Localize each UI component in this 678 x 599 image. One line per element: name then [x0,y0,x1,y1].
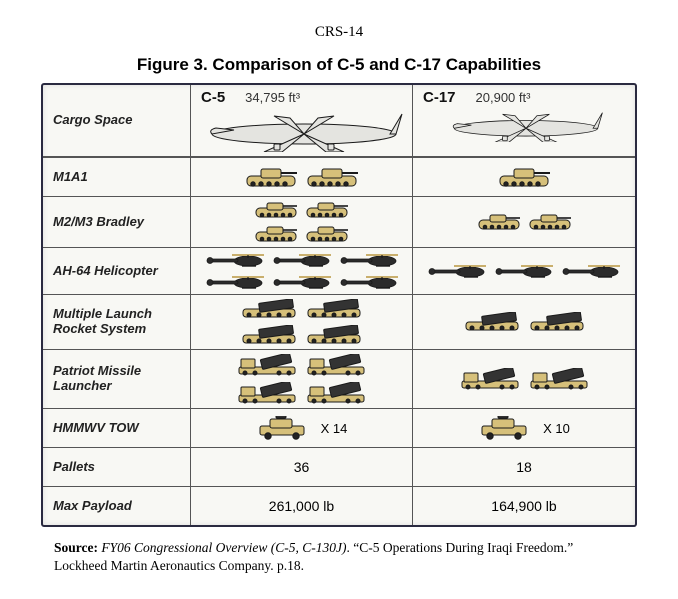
col-header-c5: C-5 34,795 ft³ [191,85,413,157]
icon-group [476,213,573,231]
text-value: 164,900 lb [419,498,629,514]
patriot-icon [304,354,368,376]
icon-group [243,166,360,188]
source-italic: FY06 Congressional Overview (C-5, C-130J… [101,540,346,555]
cell-bradley-c5 [191,197,413,247]
text-value: 261,000 lb [197,498,406,514]
count-label: X 10 [543,421,570,436]
patriot-icon [235,382,299,404]
mlrs-icon [239,299,299,319]
text-value: 36 [197,459,406,475]
aircraft-icon [204,108,404,152]
mlrs-icon [304,325,364,345]
cell-pallets-c17: 18 [413,448,635,486]
mlrs-icon [527,312,587,332]
text-value: 18 [419,459,629,475]
row-label: M1A1 [43,158,191,196]
col-header-c17: C-17 20,900 ft³ [413,85,635,157]
cell-payload-c5: 261,000 lb [191,487,413,525]
cell-bradley-c17 [413,197,635,247]
row-m1a1: M1A1 [43,157,635,196]
helicopter-icon [560,263,622,279]
comparison-chart: Cargo Space C-5 34,795 ft³ C-17 20,900 f… [41,83,637,527]
row-ah64: AH-64 Helicopter [43,247,635,294]
helicopter-icon [204,274,266,290]
cell-ah64-c5 [191,248,413,294]
row-label: AH-64 Helicopter [43,248,191,294]
row-patriot: Patriot Missile Launcher [43,349,635,408]
helicopter-icon [271,252,333,268]
helicopter-icon [338,274,400,290]
icon-group [232,299,372,345]
helicopter-icon [271,274,333,290]
cell-payload-c17: 164,900 lb [413,487,635,525]
row-mlrs: Multiple Launch Rocket System [43,294,635,349]
count-label: X 14 [321,421,348,436]
icon-group [496,166,552,188]
icon-group [458,368,591,390]
page-header: CRS-14 [32,24,646,41]
icon-group [232,354,372,404]
patriot-icon [527,368,591,390]
helicopter-icon [204,252,266,268]
mlrs-icon [462,312,522,332]
source-citation: Source: FY06 Congressional Overview (C-5… [32,539,646,575]
source-lead: Source: [54,540,98,555]
cell-mlrs-c17 [413,295,635,349]
row-label: M2/M3 Bradley [43,197,191,247]
helicopter-icon [426,263,488,279]
row-label: HMMWV TOW [43,409,191,447]
bradley-icon [253,201,299,219]
row-label: Max Payload [43,487,191,525]
icon-group [232,201,372,243]
row-label: Pallets [43,448,191,486]
cell-patriot-c17 [413,350,635,408]
row-label: Multiple Launch Rocket System [43,295,191,349]
tank-icon [496,166,552,188]
bradley-icon [476,213,522,231]
hmmwv-icon [478,416,530,440]
bradley-icon [304,201,350,219]
figure-title: Figure 3. Comparison of C-5 and C-17 Cap… [32,55,646,75]
patriot-icon [458,368,522,390]
cell-ah64-c17 [413,248,635,294]
cell-patriot-c5 [191,350,413,408]
cell-m1a1-c5 [191,158,413,196]
header-row: Cargo Space C-5 34,795 ft³ C-17 20,900 f… [43,85,635,157]
icon-group [426,263,622,279]
tank-icon [243,166,299,188]
tank-icon [304,166,360,188]
bradley-icon [304,225,350,243]
mlrs-icon [239,325,299,345]
row-label: Cargo Space [43,85,191,157]
row-pallets: Pallets 36 18 [43,447,635,486]
aircraft-name: C-17 [423,89,456,106]
aircraft-icon [448,108,604,142]
cell-hmmwv-c5: X 14 [191,409,413,447]
bradley-icon [527,213,573,231]
mlrs-icon [304,299,364,319]
cell-hmmwv-c17: X 10 [413,409,635,447]
row-bradley: M2/M3 Bradley [43,196,635,247]
bradley-icon [253,225,299,243]
hmmwv-icon [256,416,308,440]
row-payload: Max Payload 261,000 lb 164,900 lb [43,486,635,525]
patriot-icon [304,382,368,404]
cell-pallets-c5: 36 [191,448,413,486]
helicopter-icon [338,252,400,268]
cargo-space-value: 34,795 ft³ [245,90,300,105]
row-hmmwv: HMMWV TOW X 14 X 10 [43,408,635,447]
icon-group [197,252,406,290]
icon-group [462,312,587,332]
helicopter-icon [493,263,555,279]
cargo-space-value: 20,900 ft³ [476,90,531,105]
patriot-icon [235,354,299,376]
cell-m1a1-c17 [413,158,635,196]
cell-mlrs-c5 [191,295,413,349]
row-label: Patriot Missile Launcher [43,350,191,408]
aircraft-name: C-5 [201,89,225,106]
